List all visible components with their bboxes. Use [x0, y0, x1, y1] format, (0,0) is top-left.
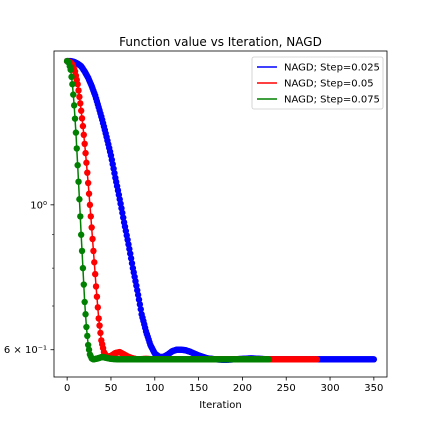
x-tick-label: 50 [105, 383, 118, 394]
legend-entry-label: NAGD; Step=0.05 [284, 79, 374, 90]
plot-frame [53, 50, 388, 378]
x-tick-label: 200 [233, 383, 252, 394]
x-tick-label: 0 [64, 383, 70, 394]
legend-entry-label: NAGD; Step=0.075 [284, 95, 380, 106]
legend: NAGD; Step=0.025 NAGD; Step=0.05 NAGD; Ste… [251, 56, 384, 110]
axes-layer [53, 50, 388, 378]
chart-title: Function value vs Iteration, NAGD [119, 35, 322, 49]
y-tick-label: 6 × 10⁻¹ [4, 345, 47, 356]
legend-box [251, 56, 384, 110]
x-axis-label: Iteration [199, 400, 241, 411]
x-tick-label: 100 [145, 383, 164, 394]
ticks-layer: 0 50 100 150 200 250 300 350 10⁰ 6 × 10⁻¹ [4, 200, 384, 394]
legend-entry-label: NAGD; Step=0.025 [284, 63, 380, 74]
series-line [66, 60, 269, 361]
x-tick-label: 350 [364, 383, 383, 394]
series-3 [63, 57, 272, 363]
x-tick-label: 150 [189, 383, 208, 394]
x-tick-label: 250 [277, 383, 296, 394]
y-tick-label: 10⁰ [30, 200, 47, 211]
series-layer [63, 57, 378, 364]
x-tick-label: 300 [320, 383, 339, 394]
